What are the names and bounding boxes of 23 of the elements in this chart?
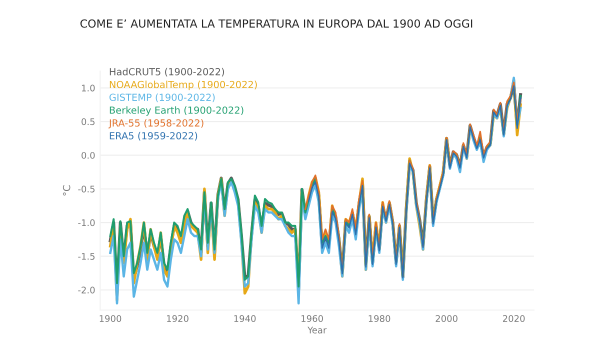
x-tick-label: 1900 xyxy=(100,315,122,322)
x-tick-label: 1940 xyxy=(234,315,256,322)
y-tick-label: -0.5 xyxy=(78,186,95,192)
x-tick-label: 1980 xyxy=(368,315,390,322)
chart-title: COME E’ AUMENTATA LA TEMPERATURA IN EUROPA DAL 1900 AD OGGI xyxy=(80,19,472,28)
text: HadCRUT5 (1900-2022) xyxy=(110,68,224,77)
y-axis-title: °C xyxy=(62,185,70,196)
y-tick-label: 0.5 xyxy=(82,118,95,126)
text: ERA5 (1959-2022) xyxy=(110,132,198,141)
y-tick-label: 1.0 xyxy=(82,84,95,92)
y-tick-label: -1.0 xyxy=(78,219,95,226)
text: Berkeley Earth (1900-2022) xyxy=(110,106,244,116)
y-tick-label: -2.0 xyxy=(78,286,95,294)
text: GISTEMP (1900-2022) xyxy=(109,93,215,102)
x-tick-label: 1960 xyxy=(302,315,323,322)
x-tick-label: 2000 xyxy=(436,315,458,322)
text: NOAAGlobalTemp (1900-2022) xyxy=(110,80,257,90)
text: JRA-55 (1958-2022) xyxy=(108,119,204,128)
x-tick-label: 2020 xyxy=(502,315,525,322)
x-axis-title: Year xyxy=(308,326,327,334)
y-tick-label: 0.0 xyxy=(82,152,95,159)
y-tick-label: -1.5 xyxy=(78,253,95,260)
x-tick-label: 1920 xyxy=(167,315,188,322)
